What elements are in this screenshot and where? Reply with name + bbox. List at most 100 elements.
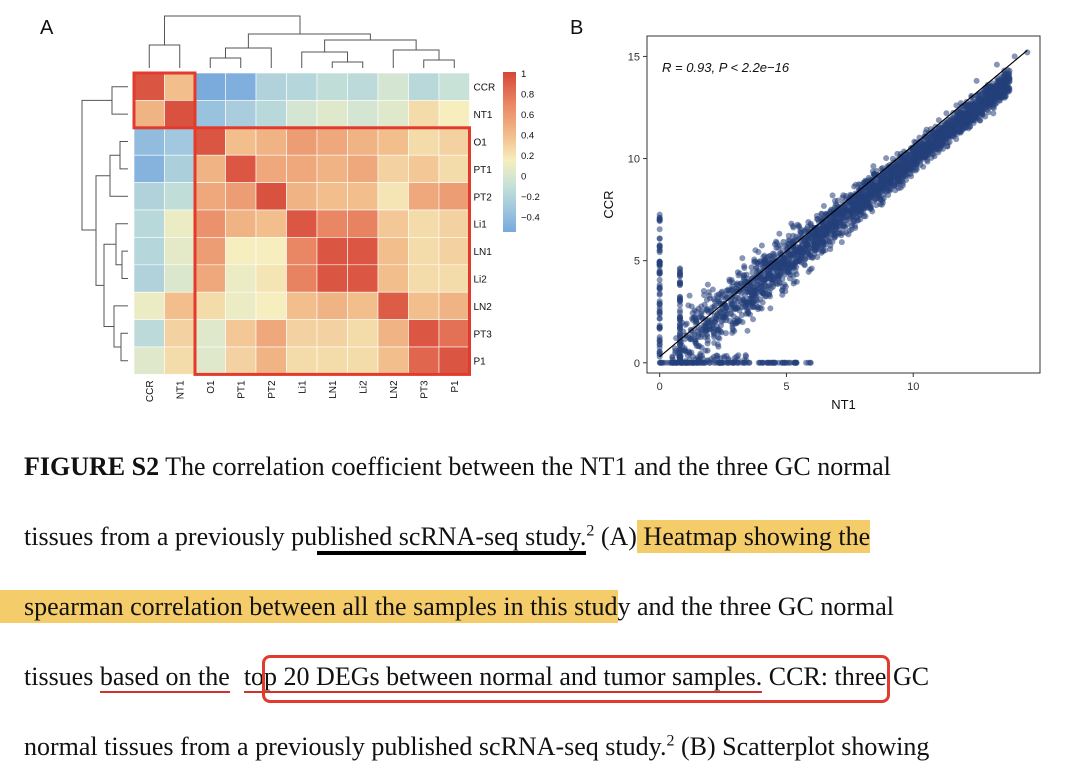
data-point [715, 334, 722, 341]
heatmap-cell [316, 182, 348, 211]
caption-text: y and the three GC normal [617, 592, 895, 621]
heatmap-cell [255, 154, 287, 183]
row-label: O1 [474, 138, 488, 149]
heatmap-cell [316, 237, 348, 266]
data-point [767, 285, 774, 292]
data-point [895, 158, 902, 165]
row-label: LN2 [474, 302, 493, 313]
column-label: P1 [450, 380, 461, 393]
row-label: CCR [474, 83, 496, 94]
figure-s2: A CCR NT1 O1 PT1 PT2 Li1 LN1 Li2 LN2 PT3 P1 CCR NT1 O1… [40, 15, 1041, 412]
heatmap-cell [133, 237, 165, 266]
heatmap-cell [164, 264, 196, 293]
heatmap-cell [347, 319, 379, 348]
data-point [877, 196, 884, 203]
heatmap-cell [438, 264, 470, 293]
data-point [704, 281, 711, 288]
heatmap-cell [377, 154, 409, 183]
caption-line-5: normal tissues from a previously publish… [0, 732, 1080, 762]
data-point [824, 227, 831, 234]
data-point [782, 283, 789, 290]
heatmap-cell [133, 72, 165, 101]
data-point [689, 315, 696, 322]
data-point [786, 359, 793, 366]
data-point [656, 315, 663, 322]
heatmap-cell [225, 209, 257, 238]
heatmap-cell [164, 209, 196, 238]
figure-label: FIGURE S2 [24, 452, 160, 481]
data-point [686, 356, 693, 363]
data-point [805, 268, 812, 275]
row-dendrogram-branch [111, 86, 128, 115]
heatmap-cell [347, 209, 379, 238]
column-dendrogram-branch [331, 61, 364, 68]
heatmap-cell [133, 127, 165, 156]
data-point [756, 288, 763, 295]
heatmap-cell [194, 264, 226, 293]
data-point [955, 113, 962, 120]
panel-label-b: B [570, 17, 583, 39]
data-point [676, 296, 683, 303]
row-dendrogram-branch [120, 332, 128, 362]
data-point [883, 155, 890, 162]
heatmap-cell [408, 291, 440, 320]
legend-tick-label: 0 [521, 172, 526, 183]
data-point [833, 211, 840, 218]
data-point [735, 272, 742, 279]
heatmap-cell [438, 291, 470, 320]
data-point [741, 298, 748, 305]
legend-tick-label: −0.2 [521, 192, 540, 203]
data-point [742, 352, 749, 359]
data-point [968, 92, 975, 99]
data-point [983, 96, 990, 103]
data-point [709, 322, 716, 329]
heatmap-cell [316, 72, 348, 101]
heatmap-cell [133, 319, 165, 348]
data-point [757, 270, 764, 277]
heatmap-cell [286, 237, 318, 266]
heatmap-cell [133, 100, 165, 129]
data-point [758, 242, 765, 249]
heatmap-cell [194, 291, 226, 320]
data-point [809, 233, 816, 240]
data-point [689, 331, 696, 338]
heatmap-cell [286, 209, 318, 238]
data-point [1000, 88, 1007, 95]
data-point [757, 261, 764, 268]
data-point [773, 240, 780, 247]
data-point [776, 230, 783, 237]
data-point [709, 286, 716, 293]
data-point [656, 285, 663, 292]
data-point [767, 305, 774, 312]
data-point [833, 226, 840, 233]
x-tick-label: 0 [657, 381, 663, 393]
data-point [935, 141, 942, 148]
data-point [804, 228, 811, 235]
row-dendrogram-branch [81, 99, 112, 231]
heatmap-cell [377, 100, 409, 129]
data-point [712, 298, 719, 305]
y-tick-label: 5 [634, 256, 640, 268]
data-point [901, 148, 908, 155]
heatmap-cell [133, 182, 165, 211]
data-point [752, 247, 759, 254]
heatmap-cell [377, 127, 409, 156]
data-point [762, 293, 769, 300]
caption-line-4: tissues based on the top 20 DEGs between … [0, 662, 1080, 693]
column-dendrogram-branch [209, 57, 242, 68]
data-point [718, 294, 725, 301]
heatmap-cell [438, 100, 470, 129]
data-point [892, 187, 899, 194]
heatmap-cell [347, 264, 379, 293]
data-point [864, 199, 871, 206]
data-point [944, 139, 951, 146]
data-point [717, 322, 724, 329]
data-point [709, 304, 716, 311]
data-point [902, 158, 909, 165]
heatmap-cell [164, 127, 196, 156]
data-point [715, 343, 722, 350]
data-point [953, 102, 960, 109]
data-point [656, 270, 663, 277]
data-point [820, 202, 827, 209]
heatmap-cell [194, 319, 226, 348]
